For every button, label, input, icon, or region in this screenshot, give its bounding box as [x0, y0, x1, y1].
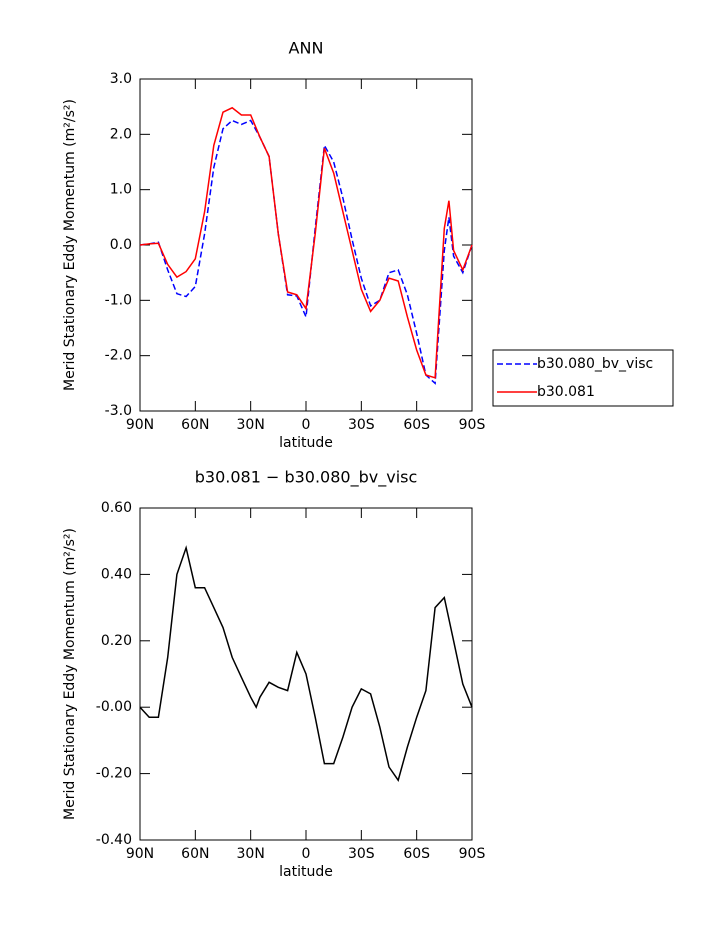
chart-title: b30.081 − b30.080_bv_visc — [195, 468, 418, 488]
y-tick-label: -2.0 — [105, 348, 132, 364]
y-tick-label: 1.0 — [110, 182, 132, 198]
chart-title: ANN — [289, 39, 324, 58]
x-tick-label: 30S — [348, 846, 375, 862]
data-line — [139, 545, 473, 782]
x-axis-label: latitude — [279, 435, 333, 451]
y-tick-label: 3.0 — [110, 71, 132, 87]
x-tick-label: 30N — [237, 417, 265, 433]
series-line — [139, 106, 473, 379]
y-tick-label: -0.20 — [96, 766, 132, 782]
y-tick-label: -1.0 — [105, 292, 132, 308]
x-tick-label: 90S — [459, 846, 486, 862]
y-tick-label: -3.0 — [105, 403, 132, 419]
x-tick-label: 30N — [237, 846, 265, 862]
y-tick-label: 2.0 — [110, 126, 132, 142]
x-tick-label: 90N — [126, 417, 154, 433]
x-tick-label: 90N — [126, 846, 154, 862]
y-axis-label: Merid Stationary Eddy Momentum (m²/s²) — [62, 99, 78, 391]
x-tick-label: 0 — [302, 846, 311, 862]
y-tick-label: 0.20 — [101, 633, 132, 649]
x-tick-label: 30S — [348, 417, 375, 433]
y-tick-label: -0.40 — [96, 832, 132, 848]
y-tick-label: 0.40 — [101, 566, 132, 582]
x-tick-label: 60S — [403, 417, 430, 433]
y-tick-label: 0.0 — [110, 237, 132, 253]
y-tick-label: -0.00 — [96, 699, 132, 715]
x-axis-label: latitude — [279, 864, 333, 880]
series-line — [139, 119, 473, 385]
x-tick-label: 60N — [181, 417, 209, 433]
x-tick-label: 60N — [181, 846, 209, 862]
x-tick-label: 90S — [459, 417, 486, 433]
legend-label: b30.081 — [537, 384, 595, 400]
y-axis-label: Merid Stationary Eddy Momentum (m²/s²) — [62, 528, 78, 820]
legend-box — [492, 349, 674, 407]
y-tick-label: 0.60 — [101, 500, 132, 516]
legend-label: b30.080_bv_visc — [537, 356, 653, 372]
x-tick-label: 60S — [403, 846, 430, 862]
x-tick-label: 0 — [302, 417, 311, 433]
